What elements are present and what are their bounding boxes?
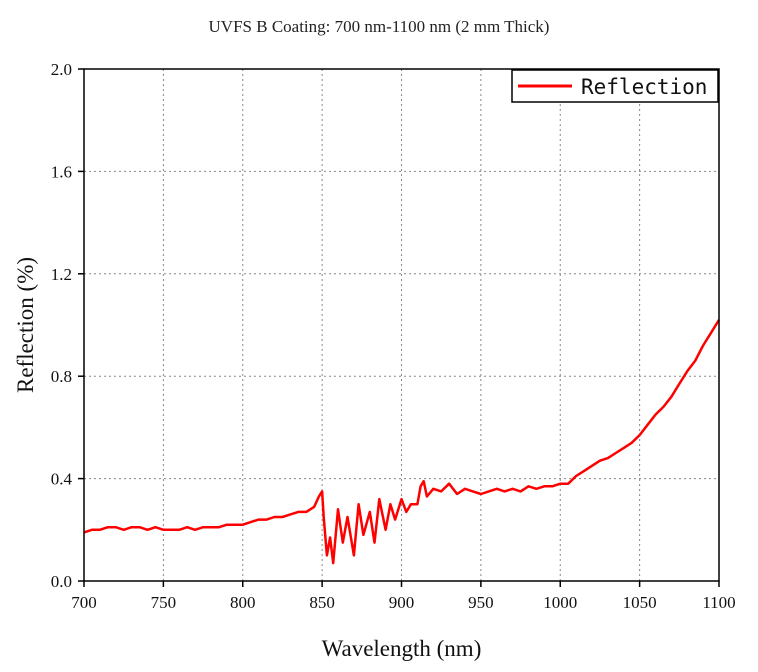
x-tick-label: 700 — [71, 593, 97, 612]
x-tick-label: 1050 — [623, 593, 657, 612]
y-tick-label: 2.0 — [51, 60, 72, 79]
chart-title: UVFS B Coating: 700 nm-1100 nm (2 mm Thi… — [208, 17, 550, 36]
y-tick-label: 0.0 — [51, 572, 72, 591]
y-tick-label: 0.4 — [51, 470, 73, 489]
series-line-reflection — [83, 319, 721, 565]
x-axis-label: Wavelength (nm) — [322, 636, 482, 661]
y-tick-label: 1.2 — [51, 265, 72, 284]
x-tick-label: 900 — [389, 593, 415, 612]
x-tick-label: 950 — [468, 593, 494, 612]
legend-label: Reflection — [581, 75, 707, 99]
y-tick-label: 1.6 — [51, 162, 72, 181]
x-tick-label: 750 — [151, 593, 177, 612]
x-tick-label: 800 — [230, 593, 256, 612]
y-tick-label: 0.8 — [51, 367, 72, 386]
x-tick-label: 1000 — [543, 593, 577, 612]
x-tick-label: 850 — [309, 593, 335, 612]
y-axis-label: Reflection (%) — [13, 257, 38, 393]
x-tick-label: 1100 — [702, 593, 735, 612]
